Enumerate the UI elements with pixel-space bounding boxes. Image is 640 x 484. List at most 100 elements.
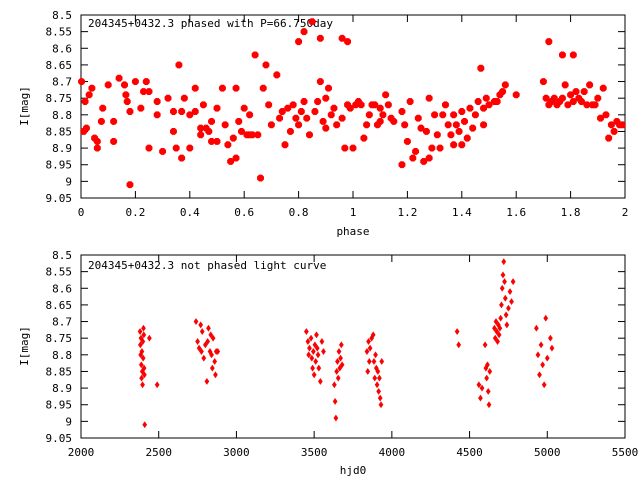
data-point xyxy=(289,101,297,109)
data-point xyxy=(232,154,240,162)
data-point xyxy=(312,341,318,349)
data-point xyxy=(186,144,194,152)
data-point xyxy=(205,128,213,135)
data-point xyxy=(213,104,221,112)
data-point xyxy=(303,114,311,122)
data-point xyxy=(262,61,270,69)
data-point xyxy=(196,344,202,352)
data-point xyxy=(558,51,566,59)
data-point xyxy=(140,338,146,345)
data-point xyxy=(142,421,148,429)
data-point xyxy=(93,137,101,145)
data-point xyxy=(140,354,146,362)
data-point xyxy=(232,84,240,92)
data-point xyxy=(406,98,414,105)
data-point xyxy=(115,74,123,82)
data-point xyxy=(412,147,420,155)
data-point xyxy=(376,387,382,395)
data-point xyxy=(485,361,490,369)
data-point xyxy=(417,124,425,132)
x-tick-label: 1.4 xyxy=(452,206,472,219)
data-point xyxy=(198,321,204,329)
data-point xyxy=(199,348,204,355)
data-point xyxy=(466,104,474,112)
data-point xyxy=(456,341,462,349)
x-tick-label: 1 xyxy=(350,206,357,219)
data-point xyxy=(178,154,186,162)
data-point xyxy=(377,394,383,402)
data-point xyxy=(509,298,514,306)
data-point xyxy=(313,358,319,365)
x-tick-label: 3000 xyxy=(223,446,250,459)
data-point xyxy=(257,174,264,182)
data-point xyxy=(539,78,547,85)
data-point xyxy=(339,361,345,369)
data-point xyxy=(193,318,199,326)
data-point xyxy=(498,314,504,322)
data-point xyxy=(310,348,316,355)
data-point xyxy=(300,98,308,105)
data-point xyxy=(376,118,384,125)
x-tick-label: 0.2 xyxy=(125,206,145,219)
data-point xyxy=(476,381,482,389)
y-axis-label: I[mag] xyxy=(18,326,31,366)
data-point xyxy=(317,377,323,385)
data-point xyxy=(104,81,112,89)
data-point xyxy=(141,331,147,339)
data-point xyxy=(594,94,602,102)
data-point xyxy=(561,81,569,89)
data-point xyxy=(314,344,320,352)
data-point xyxy=(141,364,147,372)
data-point xyxy=(140,381,145,389)
data-point xyxy=(499,301,504,309)
data-point xyxy=(371,101,379,109)
data-point xyxy=(544,354,550,362)
data-point xyxy=(303,328,309,335)
data-point xyxy=(180,94,188,102)
data-point xyxy=(512,91,520,99)
data-point xyxy=(384,101,392,109)
data-point xyxy=(308,18,316,26)
data-point xyxy=(428,144,436,152)
data-point xyxy=(344,38,352,46)
data-point xyxy=(322,124,330,132)
y-tick-label: 8.7 xyxy=(52,316,72,329)
data-point xyxy=(540,361,546,369)
data-point xyxy=(366,338,371,345)
data-point xyxy=(88,84,96,92)
data-point xyxy=(486,401,492,409)
y-tick-label: 8.8 xyxy=(52,109,72,122)
y-tick-label: 9.05 xyxy=(46,192,73,205)
y-tick-label: 8.9 xyxy=(52,142,72,155)
data-point xyxy=(572,88,580,95)
data-point xyxy=(409,154,417,162)
data-point xyxy=(205,338,211,345)
data-point xyxy=(240,104,248,112)
data-point xyxy=(458,108,466,115)
data-point xyxy=(154,381,160,389)
data-point xyxy=(379,358,385,365)
data-point xyxy=(494,328,500,335)
data-point xyxy=(315,351,321,359)
data-point xyxy=(578,98,585,105)
data-point xyxy=(338,114,346,122)
data-point xyxy=(276,114,284,122)
data-point xyxy=(142,78,150,85)
data-point xyxy=(379,111,387,119)
data-point xyxy=(543,314,549,322)
data-point xyxy=(201,354,207,362)
data-point xyxy=(199,101,207,109)
data-point xyxy=(580,88,588,95)
data-point xyxy=(499,88,507,95)
data-point xyxy=(110,118,118,125)
data-point xyxy=(327,111,335,119)
data-point xyxy=(335,358,340,365)
data-point xyxy=(195,338,200,345)
data-point xyxy=(338,341,344,349)
data-point xyxy=(316,78,324,85)
data-point xyxy=(153,111,161,119)
data-point xyxy=(316,34,324,42)
x-tick-label: 2500 xyxy=(145,446,172,459)
data-point xyxy=(213,137,221,145)
x-tick-label: 4500 xyxy=(456,446,483,459)
